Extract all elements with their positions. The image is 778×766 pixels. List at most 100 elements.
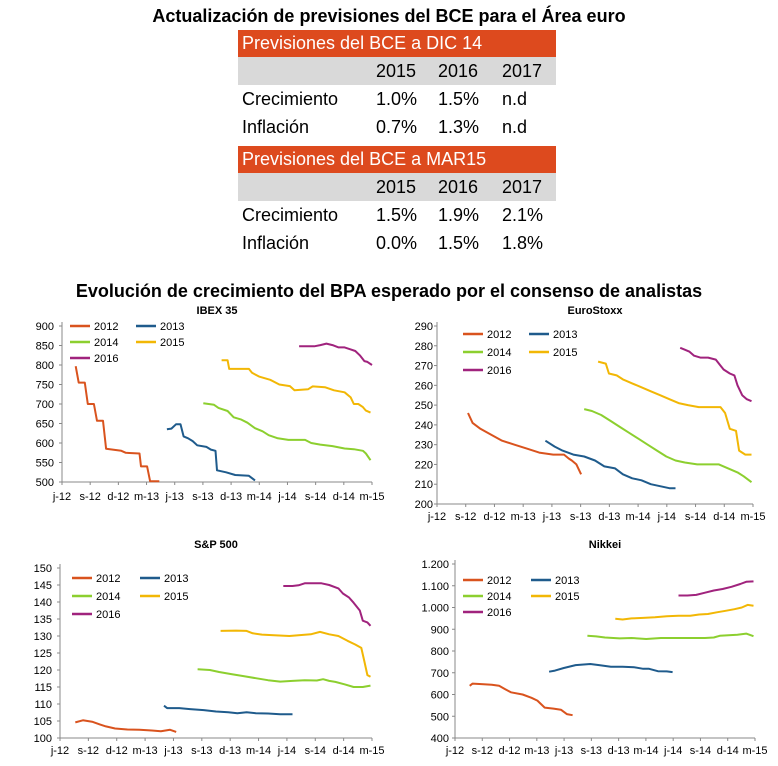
y-tick-label: 105 xyxy=(34,716,52,728)
y-tick-label: 230 xyxy=(415,440,433,452)
series-line-2016 xyxy=(283,582,372,627)
value-cell: n.d xyxy=(502,89,528,109)
x-tick-label: j-12 xyxy=(52,491,71,503)
y-tick-label: 200 xyxy=(415,499,433,511)
value-cell: 1.0% xyxy=(376,89,418,109)
y-tick-label: 110 xyxy=(34,699,52,711)
series-line-2016 xyxy=(679,346,752,403)
legend-label-2015: 2015 xyxy=(160,337,184,349)
x-tick-label: j-13 xyxy=(554,745,573,757)
x-tick-label: m-15 xyxy=(359,491,384,503)
x-tick-label: m-14 xyxy=(247,491,272,503)
row-label: Inflación xyxy=(242,233,310,253)
x-tick-label: d-12 xyxy=(107,491,129,503)
y-tick-label: 700 xyxy=(431,668,449,680)
x-tick-label: s-13 xyxy=(191,745,212,757)
series-line-2014 xyxy=(587,632,754,640)
chart-title: S&P 500 xyxy=(194,539,238,551)
series-line-2012 xyxy=(75,719,177,733)
y-tick-label: 700 xyxy=(36,399,54,411)
legend-label-2016: 2016 xyxy=(96,609,120,621)
table-header: Previsiones del BCE a MAR15 xyxy=(238,146,556,173)
legend-label-2016: 2016 xyxy=(94,353,118,365)
series-line-2015 xyxy=(220,629,371,678)
y-tick-label: 850 xyxy=(36,341,54,353)
y-tick-label: 130 xyxy=(34,631,52,643)
legend-label-2013: 2013 xyxy=(164,573,188,585)
eurostoxx-chart: EuroStoxx 200 210 220 230 240 250 260 270 280 290 j… xyxy=(415,305,766,523)
x-tick-label: s-13 xyxy=(570,511,591,523)
x-tick-label: s-14 xyxy=(305,745,326,757)
series-line-2013 xyxy=(166,423,256,482)
value-cell: 1.5% xyxy=(438,89,480,109)
year-cell: 2017 xyxy=(502,177,543,197)
y-tick-label: 100 xyxy=(34,733,52,745)
y-tick-label: 250 xyxy=(415,400,433,412)
x-tick-label: d-13 xyxy=(219,745,241,757)
series-line-2013 xyxy=(548,663,673,674)
x-tick-label: d-13 xyxy=(220,491,242,503)
table-row: Crecimiento 1.5% 1.9% 2.1% xyxy=(238,201,556,229)
y-tick-label: 135 xyxy=(34,614,52,626)
year-cell: 2015 xyxy=(376,61,417,81)
x-tick-label: s-12 xyxy=(78,745,99,757)
series-line-2013 xyxy=(544,439,676,490)
series-line-2015 xyxy=(221,359,371,414)
row-label: Crecimiento xyxy=(242,89,339,109)
series-line-2012 xyxy=(74,366,160,483)
series-line-2014 xyxy=(197,668,371,688)
series-line-2016 xyxy=(678,580,754,597)
year-cell: 2016 xyxy=(438,177,479,197)
table-row: Inflación 0.0% 1.5% 1.8% xyxy=(238,229,556,257)
x-tick-label: s-14 xyxy=(305,491,326,503)
x-tick-label: m-13 xyxy=(511,511,536,523)
value-cell: 0.7% xyxy=(376,117,418,137)
legend-label-2013: 2013 xyxy=(553,329,577,341)
chart-title: EuroStoxx xyxy=(567,305,623,317)
y-tick-label: 145 xyxy=(34,580,52,592)
y-tick-label: 650 xyxy=(36,419,54,431)
row-label: Inflación xyxy=(242,117,310,137)
y-tick-label: 800 xyxy=(36,360,54,372)
y-tick-label: 600 xyxy=(36,438,54,450)
x-tick-label: s-14 xyxy=(690,745,711,757)
y-tick-label: 400 xyxy=(431,733,449,745)
x-tick-label: m-13 xyxy=(524,745,549,757)
legend-label-2012: 2012 xyxy=(487,329,511,341)
x-tick-label: m-15 xyxy=(742,745,767,757)
legend-label-2012: 2012 xyxy=(94,321,118,333)
x-tick-label: s-13 xyxy=(581,745,602,757)
x-tick-label: j-14 xyxy=(657,511,676,523)
y-tick-label: 500 xyxy=(431,711,449,723)
x-tick-label: j-12 xyxy=(427,511,446,523)
x-tick-label: d-13 xyxy=(608,745,630,757)
legend-label-2014: 2014 xyxy=(96,591,120,603)
value-cell: 1.3% xyxy=(438,117,480,137)
legend-label-2016: 2016 xyxy=(487,365,511,377)
x-tick-label: s-12 xyxy=(79,491,100,503)
x-tick-label: d-14 xyxy=(713,511,735,523)
x-tick-label: s-14 xyxy=(685,511,706,523)
sp500-chart: S&P 500 100 105 110 115 120 125 130 135 140 145 150… xyxy=(34,539,385,757)
y-tick-label: 240 xyxy=(415,420,433,432)
y-tick-label: 210 xyxy=(415,479,433,491)
y-tick-label: 800 xyxy=(431,646,449,658)
charts-title: Evolución de crecimiento del BPA esperad… xyxy=(75,281,703,301)
legend-label-2015: 2015 xyxy=(555,591,579,603)
x-tick-label: d-12 xyxy=(499,745,521,757)
y-tick-label: 500 xyxy=(36,477,54,489)
x-tick-label: d-12 xyxy=(483,511,505,523)
series-line-2015 xyxy=(597,360,752,456)
y-tick-label: 900 xyxy=(36,321,54,333)
y-tick-label: 120 xyxy=(34,665,52,677)
x-tick-label: d-14 xyxy=(333,745,355,757)
x-tick-label: m-13 xyxy=(133,745,158,757)
value-cell: 1.5% xyxy=(376,205,418,225)
y-tick-label: 260 xyxy=(415,380,433,392)
x-tick-label: j-14 xyxy=(277,491,296,503)
y-tick-label: 900 xyxy=(431,624,449,636)
y-tick-label: 150 xyxy=(34,563,52,575)
legend-label-2013: 2013 xyxy=(160,321,184,333)
x-tick-label: m-14 xyxy=(626,511,651,523)
series-line-2012 xyxy=(467,412,583,475)
